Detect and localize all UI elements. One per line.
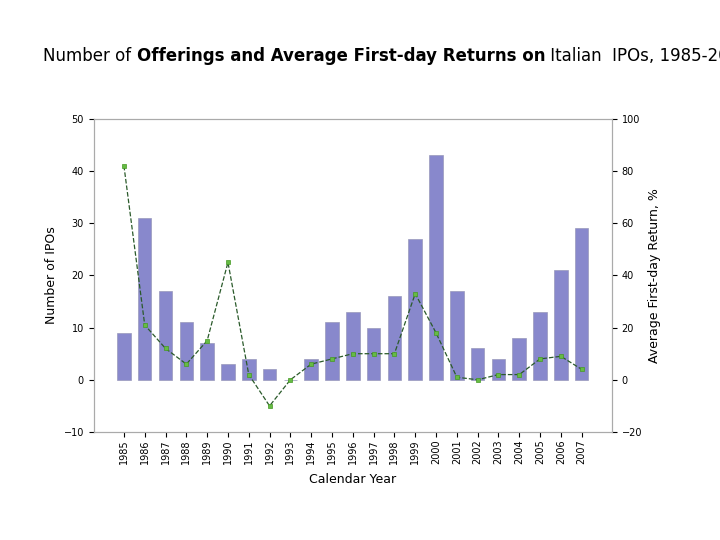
Bar	[221, 364, 235, 380]
Bar	[305, 359, 318, 380]
Bar	[179, 322, 193, 380]
Bar	[554, 270, 567, 380]
Bar	[575, 228, 588, 380]
X-axis label: Calendar Year: Calendar Year	[309, 472, 397, 485]
Bar	[534, 312, 546, 380]
Bar	[263, 369, 276, 380]
Bar	[513, 338, 526, 380]
Bar	[242, 359, 256, 380]
Bar	[450, 291, 464, 380]
Y-axis label: Number of IPOs: Number of IPOs	[45, 226, 58, 325]
Bar	[346, 312, 359, 380]
Bar	[429, 156, 443, 380]
Bar	[200, 343, 214, 380]
Bar	[325, 322, 338, 380]
Bar	[408, 239, 422, 380]
Text: Number of: Number of	[43, 47, 137, 65]
Y-axis label: Average First-day Return, %: Average First-day Return, %	[648, 188, 661, 363]
Text: Offerings and Average First-day Returns on: Offerings and Average First-day Returns …	[137, 47, 545, 65]
Bar	[159, 291, 172, 380]
Bar	[367, 328, 380, 380]
Bar	[492, 359, 505, 380]
Bar	[117, 333, 131, 380]
Bar	[138, 218, 151, 380]
Bar	[387, 296, 401, 380]
Text: Italian  IPOs, 1985-2007: Italian IPOs, 1985-2007	[545, 47, 720, 65]
Bar	[471, 348, 485, 380]
